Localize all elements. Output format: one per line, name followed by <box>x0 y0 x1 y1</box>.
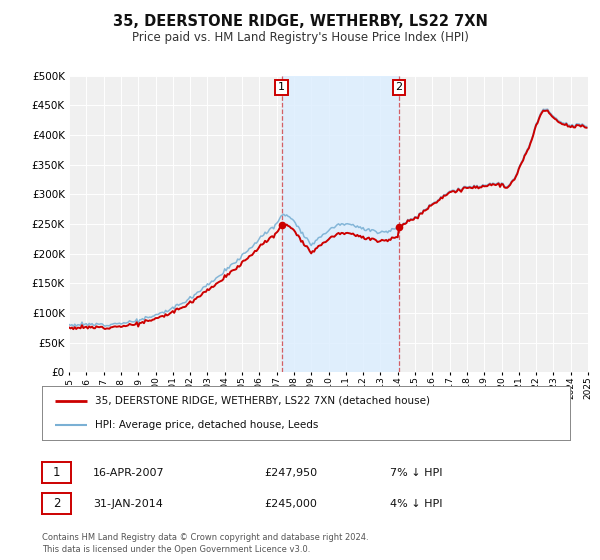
Text: £247,950: £247,950 <box>264 468 317 478</box>
Text: 7% ↓ HPI: 7% ↓ HPI <box>390 468 443 478</box>
Text: 35, DEERSTONE RIDGE, WETHERBY, LS22 7XN: 35, DEERSTONE RIDGE, WETHERBY, LS22 7XN <box>113 14 487 29</box>
Bar <box>281 76 399 372</box>
Text: 1: 1 <box>53 466 60 479</box>
Text: 4% ↓ HPI: 4% ↓ HPI <box>390 499 443 509</box>
Text: This data is licensed under the Open Government Licence v3.0.: This data is licensed under the Open Gov… <box>42 545 310 554</box>
Text: HPI: Average price, detached house, Leeds: HPI: Average price, detached house, Leed… <box>95 420 318 430</box>
Text: 1: 1 <box>278 82 285 92</box>
Text: Price paid vs. HM Land Registry's House Price Index (HPI): Price paid vs. HM Land Registry's House … <box>131 31 469 44</box>
Text: Contains HM Land Registry data © Crown copyright and database right 2024.: Contains HM Land Registry data © Crown c… <box>42 533 368 542</box>
Text: £245,000: £245,000 <box>264 499 317 509</box>
Text: 2: 2 <box>395 82 403 92</box>
Text: 35, DEERSTONE RIDGE, WETHERBY, LS22 7XN (detached house): 35, DEERSTONE RIDGE, WETHERBY, LS22 7XN … <box>95 396 430 406</box>
Text: 2: 2 <box>53 497 60 510</box>
Text: 16-APR-2007: 16-APR-2007 <box>93 468 164 478</box>
Text: 31-JAN-2014: 31-JAN-2014 <box>93 499 163 509</box>
